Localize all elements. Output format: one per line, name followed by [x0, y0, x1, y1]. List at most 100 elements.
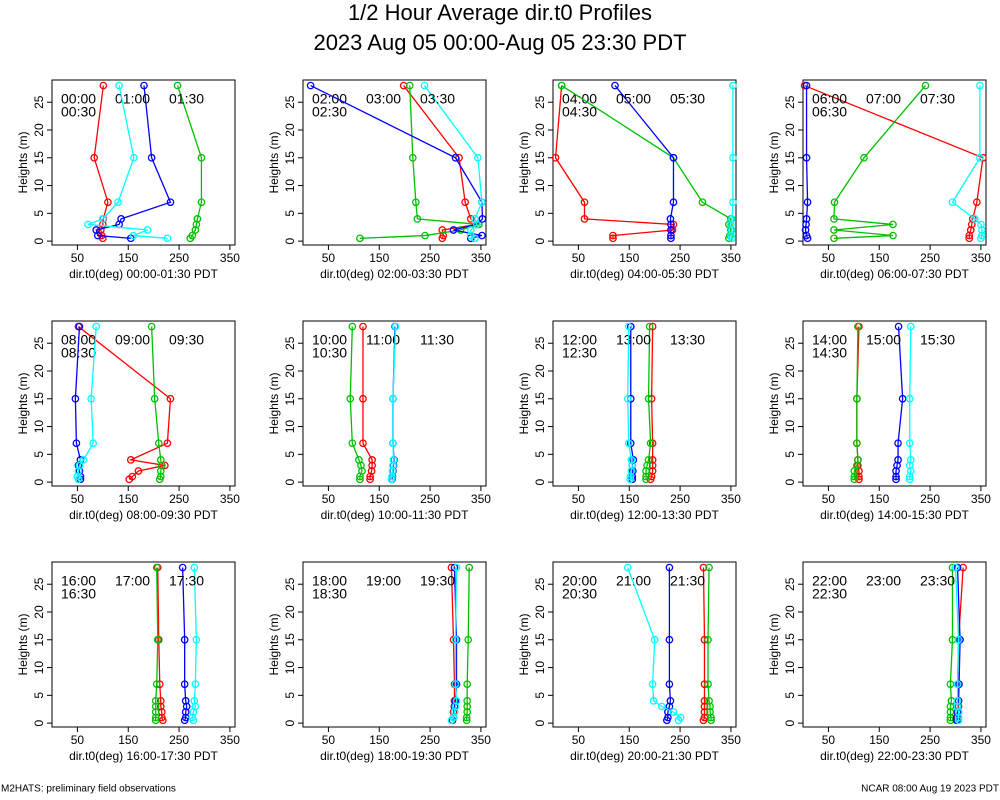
panel: 50 150 250 350 0 5 10 15 20 25 dir.t0(deg) 20:00-2…	[517, 561, 741, 763]
legend-entry: 09:30	[169, 332, 204, 348]
profile-point	[389, 439, 397, 448]
profile-point	[154, 439, 163, 448]
legend-entry: 01:00	[115, 91, 150, 107]
x-tick-label: 250	[670, 251, 690, 265]
y-tick-label: 0	[32, 719, 46, 726]
profile-point	[450, 708, 459, 716]
profile-point	[666, 215, 675, 223]
profile-point	[405, 81, 414, 90]
profile-point	[368, 456, 376, 464]
x-tick-label: 250	[420, 733, 440, 747]
profile-point	[729, 153, 737, 162]
x-tick-label: 50	[322, 492, 336, 506]
y-tick-label: 15	[32, 633, 46, 647]
y-tick-label: 0	[32, 478, 46, 485]
legend-entry: 20:00	[562, 573, 597, 589]
profile-point	[151, 697, 160, 705]
profile-point	[830, 234, 838, 243]
y-tick-label: 20	[533, 364, 547, 378]
profile-point	[79, 456, 88, 464]
profile-point	[609, 231, 617, 240]
profile-point	[921, 81, 930, 90]
profile-point	[92, 322, 101, 331]
profile-point	[466, 215, 475, 223]
y-tick-label: 20	[783, 605, 797, 619]
y-tick-label: 20	[533, 123, 547, 137]
legend-entry: 07:00	[866, 91, 901, 107]
x-axis-label: dir.t0(deg) 00:00-01:30 PDT	[69, 267, 218, 281]
profile-point	[665, 563, 674, 572]
profile-point	[156, 697, 165, 705]
x-tick-label: 350	[721, 492, 741, 506]
profile-line	[554, 85, 675, 239]
profile-point	[451, 635, 460, 644]
profile-point	[99, 81, 108, 90]
profile-point	[646, 439, 655, 448]
legend-entry: 19:30	[420, 573, 455, 589]
profile-point	[892, 475, 900, 484]
legend-entry: 05:30	[670, 91, 705, 107]
profile-point	[140, 81, 148, 90]
profile-point	[87, 394, 95, 403]
y-tick-label: 10	[533, 179, 547, 193]
profile-point	[181, 708, 190, 716]
y-tick-label: 10	[32, 661, 46, 675]
profile-point	[478, 198, 486, 207]
legend-entry: 06:30	[812, 104, 847, 120]
x-axis-label: dir.t0(deg) 22:00-23:30 PDT	[820, 749, 969, 763]
profile-point	[152, 680, 161, 689]
footer-left: M2HATS: preliminary field observations	[1, 784, 176, 795]
profile-point	[178, 563, 187, 572]
profile-point	[905, 461, 914, 470]
plot-frame	[802, 320, 987, 487]
y-tick-label: 5	[533, 692, 547, 699]
y-tick-label: 20	[32, 605, 46, 619]
profile-point	[192, 220, 201, 229]
x-tick-label: 150	[619, 251, 639, 265]
y-tick-label: 15	[533, 633, 547, 647]
profile-point	[462, 716, 471, 725]
y-tick-label: 10	[783, 661, 797, 675]
profile-line	[359, 85, 480, 239]
y-axis-label: Heights (m)	[767, 131, 781, 193]
y-tick-label: 25	[283, 95, 297, 109]
y-axis-label: Heights (m)	[267, 131, 281, 193]
profile-point	[348, 322, 357, 331]
y-tick-label: 0	[783, 237, 797, 244]
y-tick-label: 15	[783, 633, 797, 647]
profile-point	[830, 215, 838, 223]
legend-entry: 16:00	[61, 573, 96, 589]
x-axis-label: dir.t0(deg) 18:00-19:30 PDT	[320, 749, 469, 763]
profile-point	[954, 635, 963, 644]
legend-entry: 22:00	[812, 573, 847, 589]
panel: 50 150 250 350 0 5 10 15 20 25 dir.t0(deg) 14:00-1…	[767, 320, 991, 522]
profile-point	[648, 456, 657, 464]
profile-point	[854, 322, 862, 331]
profile-point	[470, 215, 479, 223]
profile-point	[729, 81, 737, 90]
x-tick-label: 250	[169, 251, 189, 265]
profile-point	[889, 220, 897, 229]
profile-point	[449, 713, 458, 722]
profile-point	[129, 153, 138, 162]
profile-point	[466, 231, 475, 240]
legend-entry: 06:00	[812, 91, 847, 107]
panel: 50 150 250 350 0 5 10 15 20 25 dir.t0(deg) 08:00-0…	[16, 320, 240, 522]
profile-point	[478, 231, 486, 240]
y-axis-label: Heights (m)	[16, 131, 30, 193]
y-axis-label: Heights (m)	[767, 372, 781, 434]
profile-point	[166, 394, 175, 403]
y-tick-label: 25	[283, 336, 297, 350]
x-tick-label: 250	[920, 733, 940, 747]
profile-point	[802, 215, 811, 223]
y-tick-label: 15	[783, 392, 797, 406]
profile-point	[667, 220, 675, 229]
profile-point	[156, 456, 165, 464]
x-tick-label: 150	[369, 251, 389, 265]
profile-point	[358, 467, 366, 475]
y-tick-label: 15	[283, 392, 297, 406]
profile-point	[853, 394, 861, 403]
y-tick-label: 0	[533, 719, 547, 726]
x-tick-label: 50	[822, 251, 836, 265]
profile-point	[699, 563, 708, 572]
